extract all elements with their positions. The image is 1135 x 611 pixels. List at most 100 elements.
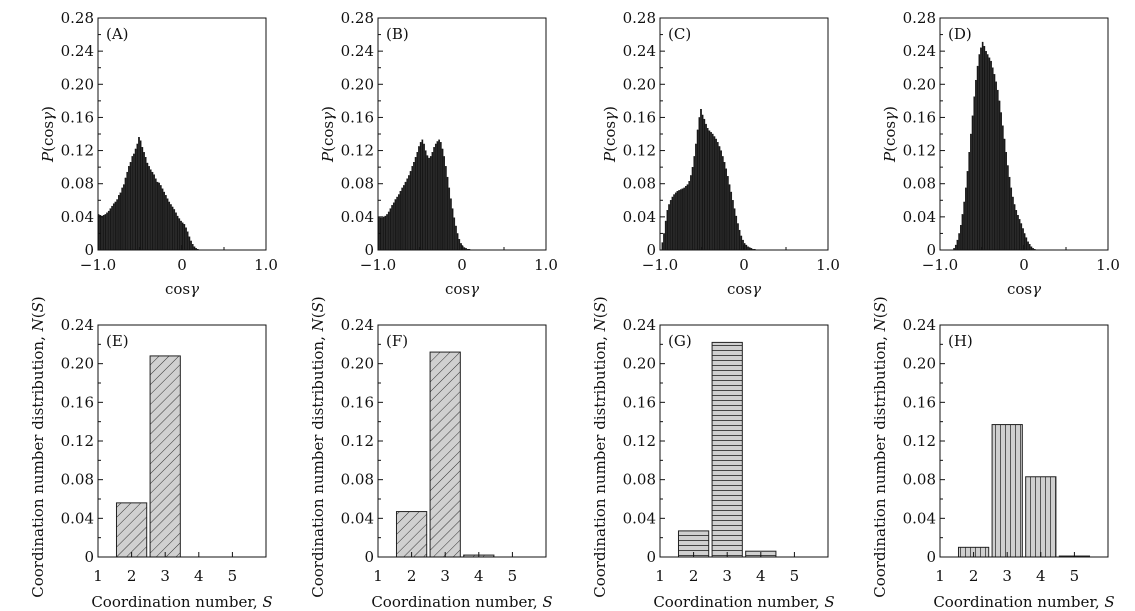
histogram-bar (981, 41, 984, 251)
y-tick-label: 0.16 (61, 393, 94, 411)
y-tick-label: 0.12 (903, 142, 936, 160)
histogram-bar (954, 244, 957, 251)
histogram-bar (693, 156, 696, 251)
histogram-bar (185, 227, 187, 251)
histogram-bar (730, 191, 733, 251)
histogram-bar (966, 171, 969, 251)
histogram-bar (685, 186, 687, 251)
histogram-bar (418, 146, 420, 251)
y-tick-label: 0.24 (623, 42, 656, 60)
histogram-bar (961, 214, 964, 251)
x-axis-label: Coordination number, S (933, 593, 1114, 611)
histogram-bar (976, 65, 979, 251)
panel-label: (F) (386, 332, 408, 350)
histogram-bar (1022, 228, 1024, 251)
histogram-bar (671, 196, 674, 251)
chart-panel-a: 00.040.080.120.160.200.240.28−1.0 0 1.0(A)… (39, 9, 278, 298)
histogram-bar (396, 196, 398, 251)
histogram-bar (404, 181, 407, 251)
y-tick-label: 0.08 (623, 471, 656, 489)
histogram-bar (690, 175, 692, 251)
histogram-bar (123, 184, 125, 251)
panel-label: (B) (386, 25, 409, 43)
histogram-bar (681, 188, 684, 251)
x-tick-label: 1.0 (534, 256, 558, 274)
histogram-bar (1008, 176, 1011, 251)
histogram-bar (170, 204, 172, 251)
x-tick-label: 2 (689, 567, 699, 585)
y-tick-label: 0.28 (623, 9, 656, 27)
histogram-bar (683, 187, 686, 251)
x-tick-label: 4 (756, 567, 766, 585)
histogram-bar (409, 171, 412, 251)
histogram-bar (713, 136, 716, 251)
chart-panel-c: 00.040.080.120.160.200.240.28−1.0 0 1.0(C)… (601, 9, 840, 298)
y-tick-label: 0.20 (623, 75, 656, 93)
panel-label: (G) (668, 332, 692, 350)
histogram-bar (986, 54, 989, 251)
histogram-bar (126, 171, 129, 251)
histogram-bar (107, 210, 110, 251)
histogram-bar (1002, 125, 1004, 251)
histogram-bar (188, 236, 191, 251)
histogram-bar (450, 198, 452, 251)
coordination-bar (1025, 476, 1057, 558)
x-tick-label: 5 (790, 567, 800, 585)
histogram-bar (403, 185, 405, 251)
y-tick-label: 0.20 (61, 75, 94, 93)
histogram-bar (131, 156, 134, 251)
histogram-bar (438, 139, 440, 251)
x-tick-label: 0 (1019, 256, 1029, 274)
histogram-bar (392, 202, 395, 251)
y-tick-label: 0.20 (341, 355, 374, 373)
histogram-bar (389, 208, 392, 251)
histogram-bar (1027, 241, 1029, 251)
histogram-bar (175, 212, 177, 251)
y-tick-label: 0 (364, 241, 374, 259)
histogram-bar (394, 199, 397, 251)
y-tick-label: 0.24 (623, 316, 656, 334)
x-tick-label: −1.0 (922, 256, 958, 274)
x-axis-label: cosγ (165, 280, 199, 298)
histogram-bar (387, 211, 390, 251)
histogram-bar (176, 215, 179, 251)
histogram-bar (114, 201, 117, 251)
histogram-bar (674, 192, 677, 251)
chart-panel-f: 0 0.04 0.08 0.12 0.16 0.20 0.24 1 2 3 4 5 (F) Coordin… (309, 296, 553, 611)
y-tick-label: 0.12 (903, 432, 936, 450)
y-tick-label: 0.24 (61, 42, 94, 60)
histogram-bar (423, 143, 425, 251)
histogram-bar (664, 220, 667, 251)
x-tick-label: 3 (160, 567, 170, 585)
y-tick-label: 0 (646, 548, 656, 566)
y-tick-label: 0.08 (341, 471, 374, 489)
histogram-bar (666, 210, 669, 251)
x-tick-label: 0 (177, 256, 187, 274)
y-axis-label: Coordination number distribution, N(S) (591, 296, 609, 598)
histogram-bar (738, 229, 741, 251)
histogram-bar (705, 123, 707, 251)
histogram-bar (701, 114, 704, 251)
y-tick-label: 0 (926, 241, 936, 259)
y-tick-label: 0.28 (61, 9, 94, 27)
histogram-bar (678, 190, 680, 251)
y-tick-label: 0.24 (341, 42, 374, 60)
histogram-bar (1017, 215, 1019, 251)
histogram-bar (148, 166, 150, 251)
y-tick-label: 0.04 (341, 509, 374, 527)
histogram-bar (968, 152, 971, 251)
histogram-bar (401, 187, 403, 251)
histogram-bar (993, 74, 996, 251)
histogram-bar (998, 100, 1001, 251)
x-axis-label: Coordination number, S (371, 593, 552, 611)
y-tick-label: 0.20 (623, 355, 656, 373)
coordination-bar (711, 341, 743, 558)
histogram-bar (663, 233, 665, 251)
histogram-bar (416, 152, 419, 251)
x-tick-label: 2 (969, 567, 979, 585)
histogram-bar (1013, 204, 1016, 251)
x-tick-label: 1.0 (254, 256, 278, 274)
y-tick-label: 0 (84, 241, 94, 259)
histogram-bar (119, 192, 122, 251)
histogram-bar (391, 205, 393, 251)
